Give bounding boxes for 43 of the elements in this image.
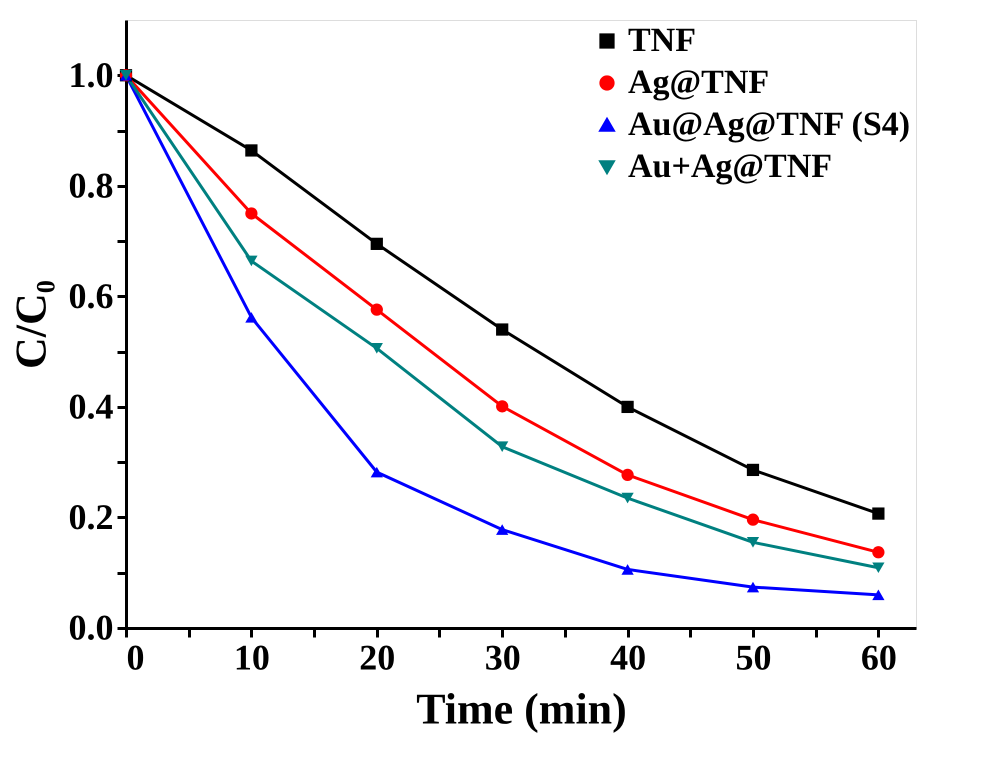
y-axis-title: C/C₀ [6,280,56,369]
point [872,562,885,574]
point [872,590,885,600]
point [746,464,760,476]
x-tick-label: 20 [359,638,396,678]
point [370,466,383,478]
point [496,400,508,412]
point [496,441,508,452]
point [872,507,885,520]
legend-label: TNF [628,22,696,59]
point [621,492,634,504]
x-axis-title: Time (min) [416,684,627,734]
x-tick-label: 0 [126,638,144,678]
y-tick-label: 0.8 [68,165,114,206]
x-tick-label: 10 [234,638,270,678]
point [621,468,634,482]
point [746,582,760,592]
x-tick-label: 40 [610,638,646,678]
x-tick-label: 30 [484,638,521,678]
point [746,514,760,526]
x-tick-label: 60 [860,638,897,678]
legend-label: Au+Ag@TNF [628,148,832,185]
point [245,312,258,323]
legend-label: Au@Ag@TNF (S4) [628,106,910,143]
x-tick-label: 50 [735,638,772,678]
point [370,304,383,316]
point [496,323,508,336]
point [872,546,885,558]
y-tick-label: 0.2 [68,496,114,537]
point [370,343,383,354]
y-tick-label: 1.0 [68,54,114,95]
y-tick-label: 0.4 [68,386,114,426]
point [496,524,508,535]
point [746,537,760,548]
y-tick-label: 0.6 [68,276,114,316]
point [621,564,634,575]
point [245,256,258,266]
point [245,207,258,220]
point [245,144,258,157]
y-tick-label: 0.0 [68,608,114,648]
legend-label: Ag@TNF [628,64,770,101]
point [621,400,634,414]
point [370,238,383,250]
